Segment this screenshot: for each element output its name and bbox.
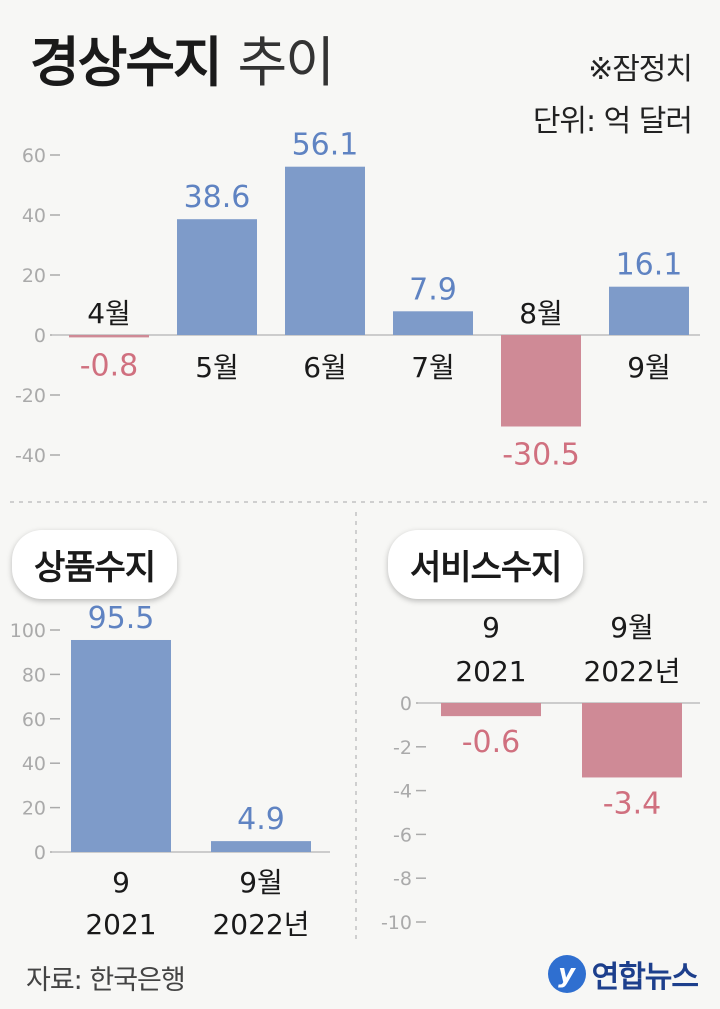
goods-balance-chart: 100 80 60 40 20 0 95.5 9 2021 4.9 9월 2022년 <box>10 601 330 941</box>
y-tick-label: 0 <box>34 842 46 864</box>
bar <box>441 703 541 717</box>
category-label: 9월 <box>610 611 654 644</box>
category-label: 9월 <box>239 866 283 899</box>
y-tick-label: 40 <box>22 205 46 227</box>
y-tick-label: -20 <box>15 385 46 407</box>
y-tick-label: 100 <box>10 620 46 642</box>
bar <box>211 841 311 852</box>
bar <box>285 166 365 335</box>
source-note: 자료: 한국은행 <box>26 965 186 996</box>
category-label: 9 <box>112 866 130 899</box>
estimate-note: ※잠정치 <box>588 52 693 87</box>
value-label: 16.1 <box>616 248 683 283</box>
y-tick-label: -6 <box>393 824 412 846</box>
y-tick-label: 80 <box>22 664 46 686</box>
yonhap-logo-icon: y <box>547 955 586 993</box>
value-label: -0.8 <box>80 348 139 383</box>
category-label: 9월 <box>627 351 671 384</box>
category-label: 2022년 <box>212 908 309 941</box>
value-label: -3.4 <box>603 786 662 821</box>
bar <box>71 639 171 852</box>
category-label: 2021 <box>85 908 156 941</box>
value-label: -0.6 <box>462 725 521 760</box>
value-label: 56.1 <box>292 128 359 163</box>
value-label: 7.9 <box>409 272 457 307</box>
category-label: 6월 <box>303 351 347 384</box>
y-tick-label: 0 <box>34 325 46 347</box>
value-label: 95.5 <box>88 601 155 636</box>
yonhap-logo: y 연합뉴스 <box>547 952 699 996</box>
y-tick-label: 60 <box>22 709 46 731</box>
unit-note: 단위: 억 달러 <box>532 104 693 139</box>
value-label: 38.6 <box>184 180 251 215</box>
bar <box>177 219 257 335</box>
yonhap-logo-text: 연합뉴스 <box>591 960 699 995</box>
y-tick-label: -10 <box>381 912 412 934</box>
category-label: 7월 <box>411 351 455 384</box>
chart-title-main: 경상수지 <box>30 31 223 94</box>
y-tick-label: -40 <box>15 445 46 467</box>
bar <box>501 335 581 427</box>
bar <box>609 286 689 335</box>
y-tick-label: -4 <box>393 781 412 803</box>
category-label: 4월 <box>87 297 131 330</box>
category-label: 9 <box>482 611 500 644</box>
y-tick-label: -8 <box>393 868 412 890</box>
category-label: 2022년 <box>583 655 680 688</box>
goods-balance-title: 상품수지 <box>12 530 178 599</box>
chart-title-sub: 추이 <box>237 31 335 94</box>
y-tick-label: 0 <box>400 693 412 715</box>
y-tick-label: 20 <box>22 265 46 287</box>
bar <box>582 703 682 778</box>
category-label: 5월 <box>195 351 239 384</box>
services-balance-chart: 0 -2 -4 -6 -8 -10 -0.6 9 2021 -3.4 9월 2022년 <box>381 611 700 934</box>
category-label: 8월 <box>519 297 563 330</box>
value-label: -30.5 <box>502 438 580 473</box>
value-label: 4.9 <box>237 802 285 837</box>
y-tick-label: -2 <box>393 737 412 759</box>
y-tick-label: 40 <box>22 753 46 775</box>
y-tick-label: 20 <box>22 798 46 820</box>
services-balance-title: 서비스수지 <box>388 530 584 599</box>
bar <box>69 335 149 338</box>
category-label: 2021 <box>455 655 526 688</box>
chart-title: 경상수지 추이 <box>30 18 335 97</box>
y-tick-label: 60 <box>22 145 46 167</box>
bar <box>393 311 473 335</box>
current-account-chart: 60 40 20 0 -20 -40 -0.8 4월 38.6 5월 56.1 6월 7.9 7월 -30.… <box>15 128 700 473</box>
